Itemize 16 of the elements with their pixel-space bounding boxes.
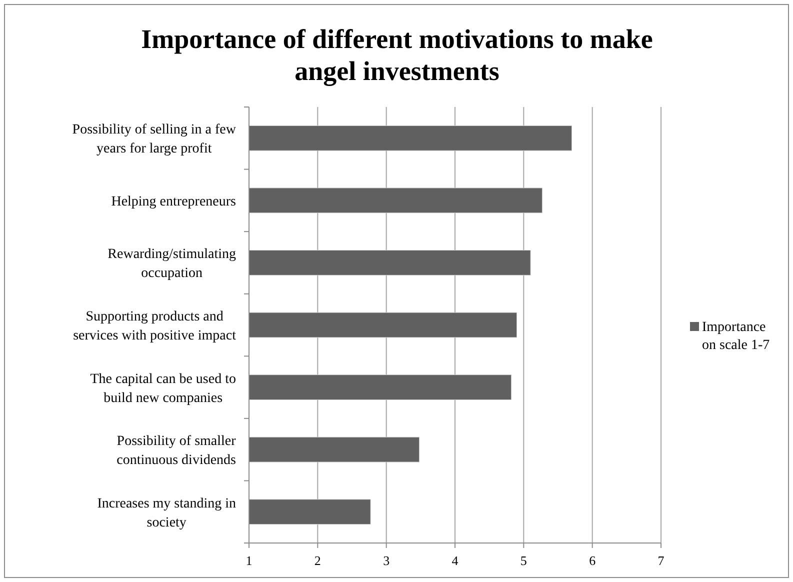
y-tick-label: Helping entrepreneurs	[111, 194, 236, 210]
x-tick-label: 3	[383, 553, 390, 568]
x-tick-label: 7	[658, 553, 665, 568]
y-tick-label: Increases my standing in society	[97, 496, 236, 530]
y-tick-label: The capital can be used to build new companies	[90, 372, 236, 406]
x-tick-label: 4	[452, 553, 459, 568]
y-tick-label: Possibility of smaller continuous dividends	[116, 434, 236, 468]
x-tick-label: 5	[520, 553, 527, 568]
x-tick-label: 6	[589, 553, 596, 568]
y-tick-label: Supporting products and services with positive impact	[73, 310, 236, 344]
legend-label: Importance on scale 1-7	[702, 320, 770, 353]
x-tick-label: 1	[246, 553, 252, 568]
y-tick-label: Rewarding/stimulating occupation	[108, 247, 236, 282]
chart-title: Importance of different motivations to make angel investments	[141, 24, 653, 86]
x-tick-label: 2	[314, 553, 321, 568]
y-tick-label: Possibility of selling in a few years for large profit	[72, 122, 237, 157]
